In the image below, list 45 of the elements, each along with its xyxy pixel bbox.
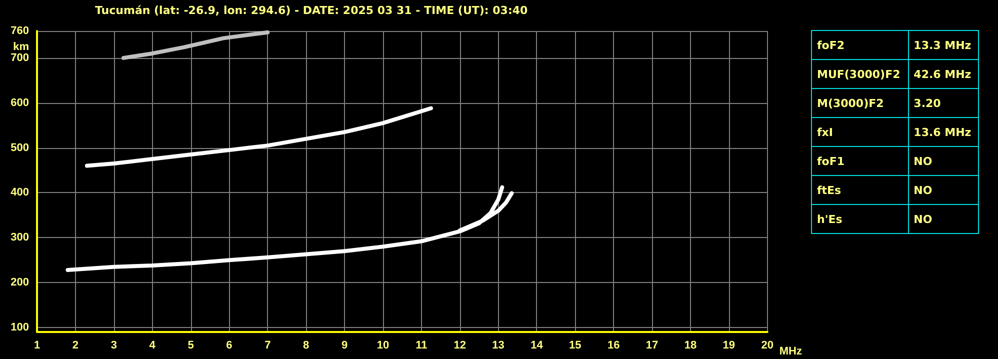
text: 42.6 MHz bbox=[908, 60, 978, 88]
chart-title: Tucumán (lat: -26.9, lon: 294.6) - DATE: 2025 03 31 - TIME (UT): 03:40 bbox=[95, 4, 528, 17]
text: NO bbox=[908, 176, 978, 204]
x-tick-label: 5 bbox=[188, 340, 194, 352]
x-tick-label: 7 bbox=[264, 340, 271, 352]
y-tick-label: 300 bbox=[10, 232, 29, 244]
text: h'Es bbox=[812, 204, 908, 234]
y-tick-label: 760 bbox=[10, 25, 29, 37]
y-tick-label: 500 bbox=[10, 142, 29, 154]
x-tick-label: 10 bbox=[376, 340, 390, 352]
y-tick-label: 400 bbox=[10, 186, 29, 199]
x-tick-label: 15 bbox=[569, 340, 582, 352]
y-tick-label: 600 bbox=[10, 96, 29, 109]
x-tick-label: 3 bbox=[110, 340, 117, 352]
text: 3.20 bbox=[908, 88, 978, 118]
text: MUF(3000)F2 bbox=[812, 60, 908, 88]
text: fxI bbox=[812, 118, 908, 146]
y-tick-label: 200 bbox=[10, 276, 29, 289]
x-tick-label: 2 bbox=[72, 340, 79, 352]
x-tick-label: 13 bbox=[492, 340, 504, 352]
x-tick-label: 8 bbox=[303, 340, 310, 352]
x-tick-label: 17 bbox=[646, 340, 658, 352]
x-tick-label: 11 bbox=[416, 340, 428, 352]
text: 13.6 MHz bbox=[908, 118, 978, 146]
text: NO bbox=[908, 204, 978, 234]
y-tick-label: 700 bbox=[10, 52, 29, 64]
x-axis-title: MHz bbox=[779, 346, 802, 358]
text: foF2 bbox=[812, 30, 908, 60]
x-tick-label: 9 bbox=[341, 340, 348, 352]
y-tick-label: 100 bbox=[10, 322, 29, 334]
x-tick-label: 1 bbox=[34, 340, 40, 352]
text: ftEs bbox=[812, 176, 908, 204]
text: 13.3 MHz bbox=[908, 30, 978, 60]
text: M(3000)F2 bbox=[812, 88, 908, 118]
x-tick-label: 18 bbox=[684, 340, 697, 352]
x-tick-label: 4 bbox=[149, 340, 156, 352]
text: foF1 bbox=[812, 146, 908, 176]
x-tick-label: 19 bbox=[722, 340, 736, 352]
x-tick-label: 12 bbox=[454, 340, 466, 352]
x-tick-label: 14 bbox=[530, 340, 544, 352]
y-axis-title: km bbox=[13, 41, 30, 54]
x-tick-label: 16 bbox=[607, 340, 620, 352]
text: NO bbox=[908, 146, 978, 176]
x-tick-label: 20 bbox=[761, 340, 774, 352]
x-tick-label: 6 bbox=[226, 340, 232, 352]
